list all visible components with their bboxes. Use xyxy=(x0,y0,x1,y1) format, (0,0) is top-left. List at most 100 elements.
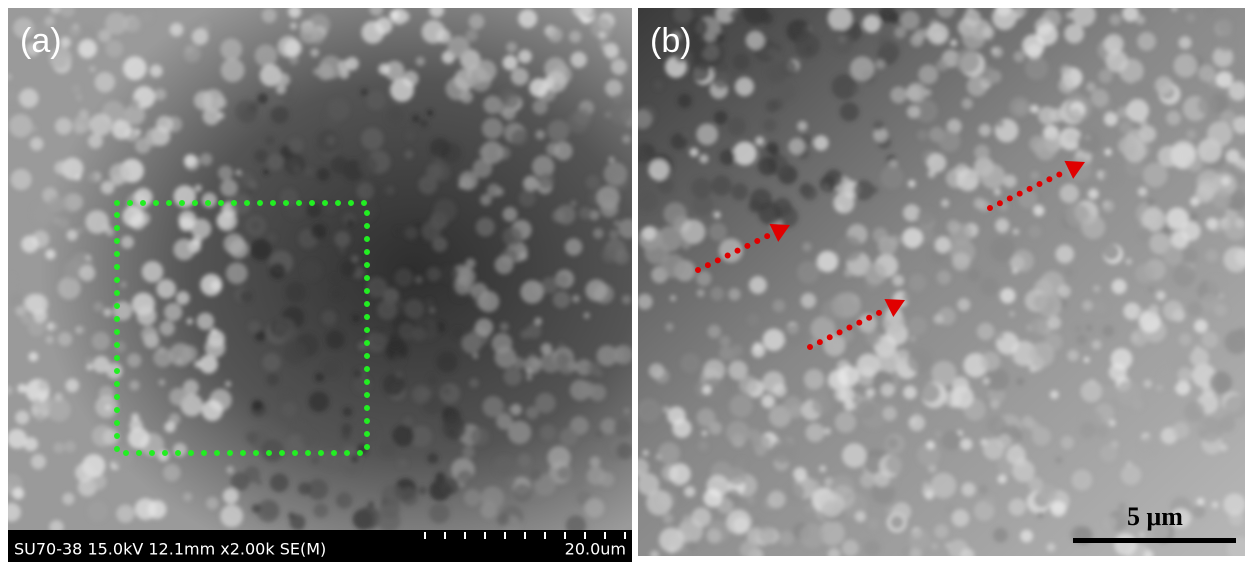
grain xyxy=(604,43,619,58)
grain xyxy=(235,169,241,175)
grain xyxy=(130,99,140,109)
grain xyxy=(472,353,478,359)
grain xyxy=(460,90,473,103)
grain xyxy=(864,540,881,557)
grain xyxy=(995,331,1004,340)
grain xyxy=(422,20,446,44)
grain xyxy=(366,277,387,298)
grain xyxy=(541,343,553,355)
grain xyxy=(795,33,820,58)
grain xyxy=(386,299,395,308)
grain xyxy=(305,167,314,176)
grain xyxy=(1143,163,1168,188)
grain xyxy=(520,280,544,304)
grain xyxy=(1067,350,1079,362)
grain xyxy=(1084,357,1090,363)
grain xyxy=(739,376,758,395)
grain xyxy=(1198,95,1218,115)
grain xyxy=(164,303,182,321)
grain xyxy=(751,344,765,358)
grain xyxy=(1074,325,1081,332)
grain xyxy=(1050,390,1059,399)
grain xyxy=(854,393,861,400)
grain xyxy=(1048,316,1061,329)
grain xyxy=(72,85,81,94)
grain xyxy=(802,185,818,201)
grain xyxy=(176,291,190,305)
grain xyxy=(356,182,374,200)
grain xyxy=(76,94,83,101)
grain xyxy=(343,407,353,417)
grain xyxy=(681,219,706,244)
grain xyxy=(793,467,807,481)
grain xyxy=(293,166,300,173)
grain xyxy=(917,130,928,141)
grain xyxy=(311,456,319,464)
grain xyxy=(977,323,995,341)
grain xyxy=(909,335,916,342)
grain xyxy=(622,135,631,144)
grain xyxy=(220,179,238,197)
grain xyxy=(878,236,897,255)
grain xyxy=(1030,105,1039,114)
grain xyxy=(476,217,495,236)
grain xyxy=(453,327,464,338)
grain xyxy=(206,497,219,510)
grain xyxy=(246,431,258,443)
grain xyxy=(416,57,425,66)
grain xyxy=(710,287,724,301)
grain xyxy=(445,486,453,494)
grain xyxy=(332,289,342,299)
grain xyxy=(1119,121,1132,134)
grain xyxy=(1086,82,1096,92)
grain xyxy=(427,110,434,117)
grain xyxy=(921,383,940,402)
grain xyxy=(856,400,875,419)
grain xyxy=(267,233,276,242)
grain xyxy=(88,501,108,521)
grain xyxy=(1172,422,1189,439)
grain xyxy=(4,386,13,395)
grain xyxy=(331,274,338,281)
grain xyxy=(605,112,611,118)
grain xyxy=(697,408,716,427)
grain xyxy=(369,2,383,16)
grain xyxy=(90,113,112,135)
grain xyxy=(927,23,949,45)
grain xyxy=(310,48,319,57)
grain xyxy=(395,227,403,235)
grain xyxy=(400,488,418,506)
grain xyxy=(250,239,272,261)
grain xyxy=(358,156,377,175)
grain xyxy=(614,419,632,437)
grain xyxy=(1029,342,1054,367)
grain xyxy=(758,157,777,176)
grain xyxy=(1189,212,1199,222)
grain xyxy=(1081,215,1105,239)
grain xyxy=(302,260,322,280)
grain xyxy=(604,162,628,186)
grain xyxy=(1058,285,1071,298)
grain xyxy=(1144,550,1154,560)
grain xyxy=(377,509,400,532)
grain xyxy=(480,141,503,164)
grain xyxy=(837,366,859,388)
grain xyxy=(184,154,197,167)
grain xyxy=(1094,300,1108,314)
grain xyxy=(511,129,528,146)
grain xyxy=(967,76,988,97)
grain xyxy=(1104,148,1112,156)
grain xyxy=(1077,131,1100,154)
panel-label: (b) xyxy=(650,22,692,60)
grain xyxy=(727,117,746,136)
grain xyxy=(156,279,176,299)
grain xyxy=(1156,291,1166,301)
grain xyxy=(879,41,900,62)
grain xyxy=(913,406,922,415)
grain xyxy=(947,220,960,233)
grain xyxy=(950,399,959,408)
grain xyxy=(1047,543,1056,552)
grain xyxy=(62,493,74,505)
grain xyxy=(974,198,985,209)
grain xyxy=(697,289,705,297)
